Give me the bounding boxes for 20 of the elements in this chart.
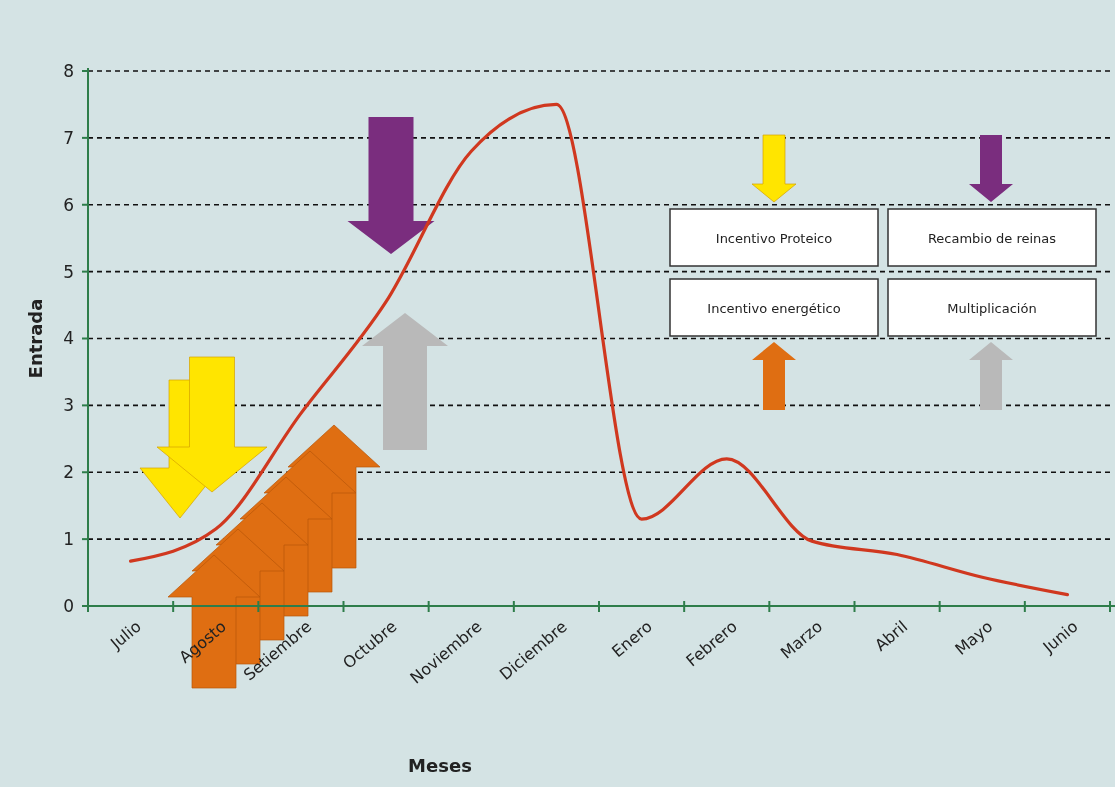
y-tick-label: 6 [63, 194, 74, 215]
y-tick-label: 8 [63, 60, 74, 81]
label-box: Incentivo energético [669, 278, 879, 337]
annotation: Recambio de reinas [927, 230, 1057, 246]
label-box: Recambio de reinas [887, 208, 1097, 267]
label-box: Incentivo Proteico [669, 208, 879, 267]
annotation: Multiplicación [947, 300, 1037, 316]
y-tick-label: 0 [63, 595, 74, 616]
y-tick-label: 5 [63, 261, 74, 282]
line-series [128, 102, 1070, 597]
y-tick-label: 7 [63, 127, 74, 148]
y-tick-label: 3 [63, 395, 74, 416]
y-tick-label: 1 [63, 529, 74, 550]
x-axis-title: Meses [408, 755, 472, 776]
annotation: Incentivo Proteico [715, 230, 833, 246]
y-tick-label: 2 [63, 462, 74, 483]
y-axis-title: Entrada [25, 298, 46, 379]
annotation: Incentivo energético [707, 300, 841, 316]
y-tick-label: 4 [63, 328, 74, 349]
label-box: Multiplicación [887, 278, 1097, 337]
